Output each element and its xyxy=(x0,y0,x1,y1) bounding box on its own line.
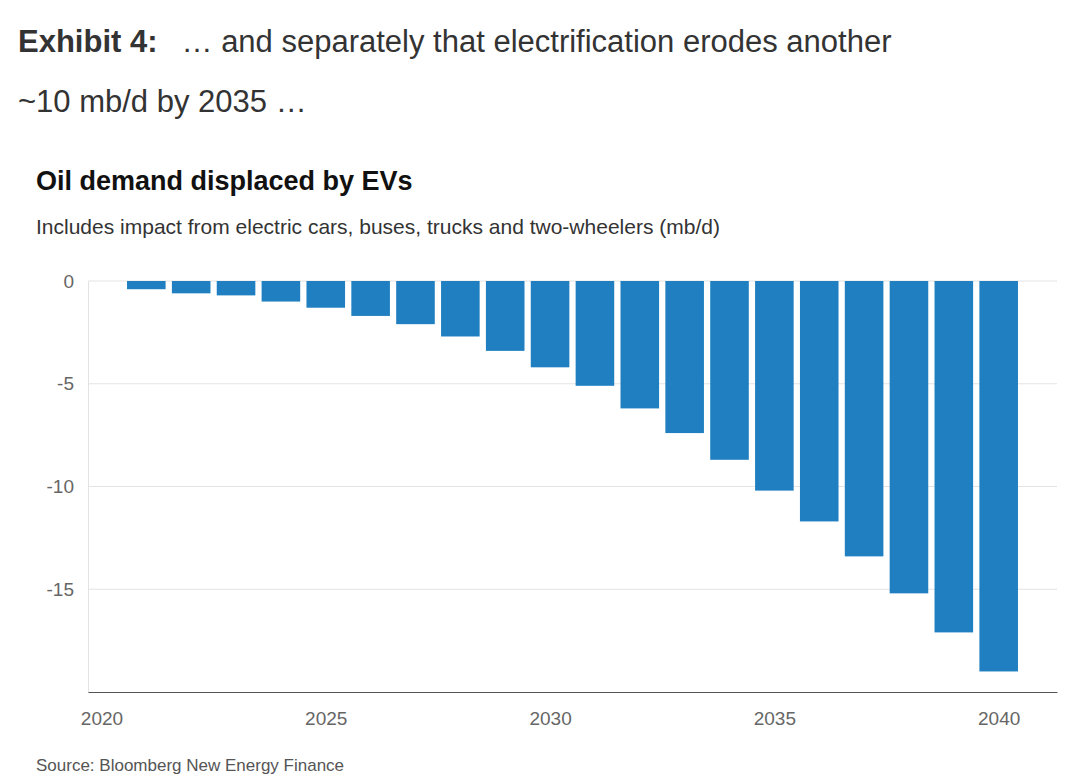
y-axis: 0 -5 -10 -15 xyxy=(47,271,89,693)
x-tick-label: 2040 xyxy=(978,708,1020,729)
x-tick-label: 2030 xyxy=(529,708,571,729)
bar xyxy=(217,281,256,295)
y-tick: -5 xyxy=(57,373,88,394)
bar xyxy=(979,281,1018,671)
bar xyxy=(486,281,525,351)
x-tick: 2030 xyxy=(529,692,571,729)
x-tick: 2020 xyxy=(81,692,123,729)
exhibit-header: Exhibit 4: … and separately that electrif… xyxy=(18,24,892,59)
bar xyxy=(306,281,345,308)
bar xyxy=(665,281,704,433)
y-tick: 0 xyxy=(63,271,88,292)
bar xyxy=(710,281,749,460)
exhibit-text: … and separately that electrification er… xyxy=(182,24,892,59)
x-tick: 2035 xyxy=(754,692,796,729)
y-axis-line xyxy=(88,282,89,693)
chart: Exhibit 4: … and separately that electrif… xyxy=(0,0,1084,784)
x-tick-label: 2035 xyxy=(754,708,796,729)
subtitle: Includes impact from electric cars, buse… xyxy=(36,215,720,238)
x-axis: 2020 2025 2030 2035 2040 xyxy=(81,692,1058,729)
bar xyxy=(755,281,794,491)
x-axis-line xyxy=(89,692,1058,693)
bar xyxy=(127,281,166,289)
y-tick-label: 0 xyxy=(63,271,74,292)
bars xyxy=(127,281,1018,671)
x-tick-label: 2020 xyxy=(81,708,123,729)
bar xyxy=(800,281,839,521)
bar xyxy=(262,281,301,302)
x-tick-label: 2025 xyxy=(305,708,347,729)
y-tick: -10 xyxy=(47,476,88,497)
bar xyxy=(172,281,211,293)
bar xyxy=(441,281,480,336)
x-tick: 2040 xyxy=(978,692,1020,729)
y-tick: -15 xyxy=(47,579,88,600)
bar xyxy=(621,281,660,408)
bar xyxy=(890,281,929,593)
bar xyxy=(935,281,974,632)
bar xyxy=(396,281,435,324)
y-tick-label: -5 xyxy=(57,373,74,394)
title: Oil demand displaced by EVs xyxy=(36,166,413,196)
source: Source: Bloomberg New Energy Finance xyxy=(36,756,344,775)
x-tick: 2025 xyxy=(305,692,347,729)
exhibit-text: ~10 mb/d by 2035 … xyxy=(18,84,307,119)
exhibit-label: Exhibit 4: xyxy=(18,24,158,59)
bar xyxy=(845,281,884,556)
bar xyxy=(351,281,390,316)
bar xyxy=(576,281,615,386)
bar xyxy=(531,281,570,367)
y-tick-label: -10 xyxy=(47,476,74,497)
y-tick-label: -15 xyxy=(47,579,74,600)
